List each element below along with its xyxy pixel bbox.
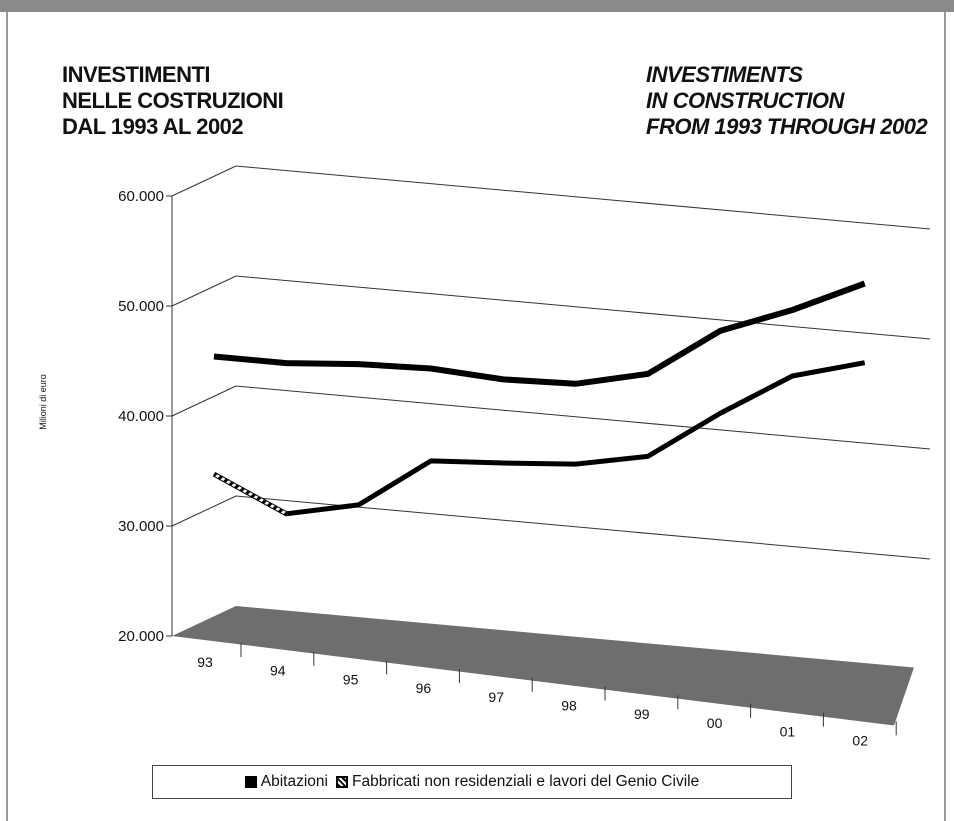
title-english-line-1: INVESTIMENTS xyxy=(646,62,803,87)
gridline-back xyxy=(235,385,931,450)
title-italian-line-3: DAL 1993 AL 2002 xyxy=(62,114,244,139)
y-axis-title: Milioni di euro xyxy=(38,374,48,430)
title-italian-line-1: INVESTIMENTI xyxy=(62,62,211,87)
top-border-bar xyxy=(0,0,954,12)
x-tick-label: 00 xyxy=(707,715,723,731)
x-tick-label: 94 xyxy=(270,663,286,679)
x-tick-label: 99 xyxy=(634,706,650,722)
x-tick-label: 95 xyxy=(343,671,359,687)
x-tick-label: 01 xyxy=(780,724,796,740)
gridline-back xyxy=(235,275,931,340)
chart-floor xyxy=(172,606,914,726)
gridline-side xyxy=(171,495,237,527)
x-tick-label: 93 xyxy=(197,654,213,670)
x-tick-label: 96 xyxy=(416,680,432,696)
gridline-back xyxy=(235,165,931,230)
legend-label-fabbricati: Fabbricati non residenziali e lavori del… xyxy=(352,773,700,790)
y-tick-label: 40.000 xyxy=(118,408,164,425)
frame-left-border xyxy=(6,12,8,821)
y-tick-label: 60.000 xyxy=(118,188,164,205)
x-tick-label: 97 xyxy=(488,689,504,705)
title-english-line-3: FROM 1993 THROUGH 2002 xyxy=(646,114,928,139)
gridline-side xyxy=(171,385,237,417)
title-english: INVESTIMENTS IN CONSTRUCTION FROM 1993 T… xyxy=(646,62,928,140)
y-tick-label: 50.000 xyxy=(118,298,164,315)
y-tick-label: 30.000 xyxy=(118,518,164,535)
legend-item-abitazioni: Abitazioni xyxy=(244,773,328,791)
title-english-line-2: IN CONSTRUCTION xyxy=(646,88,844,113)
x-tick-label: 02 xyxy=(852,732,868,748)
y-tick-label: 20.000 xyxy=(118,628,164,645)
title-italian-line-2: NELLE COSTRUZIONI xyxy=(62,88,284,113)
title-italian: INVESTIMENTI NELLE COSTRUZIONI DAL 1993 … xyxy=(62,62,284,140)
legend-swatch-hatched-icon xyxy=(336,776,348,788)
series-line-abitazioni xyxy=(213,280,866,387)
x-tick-label: 98 xyxy=(561,698,577,714)
legend-item-fabbricati: Fabbricati non residenziali e lavori del… xyxy=(336,773,699,791)
gridline-side xyxy=(171,275,237,307)
legend-swatch-solid-icon xyxy=(244,776,257,788)
series-line-fabbricati xyxy=(212,360,866,517)
frame-right-border xyxy=(944,12,946,821)
gridline-side xyxy=(171,165,237,197)
legend-label-abitazioni: Abitazioni xyxy=(260,773,328,790)
chart-legend: Abitazioni Fabbricati non residenziali e… xyxy=(152,765,792,799)
series-hatch-fabbricati xyxy=(213,472,288,516)
